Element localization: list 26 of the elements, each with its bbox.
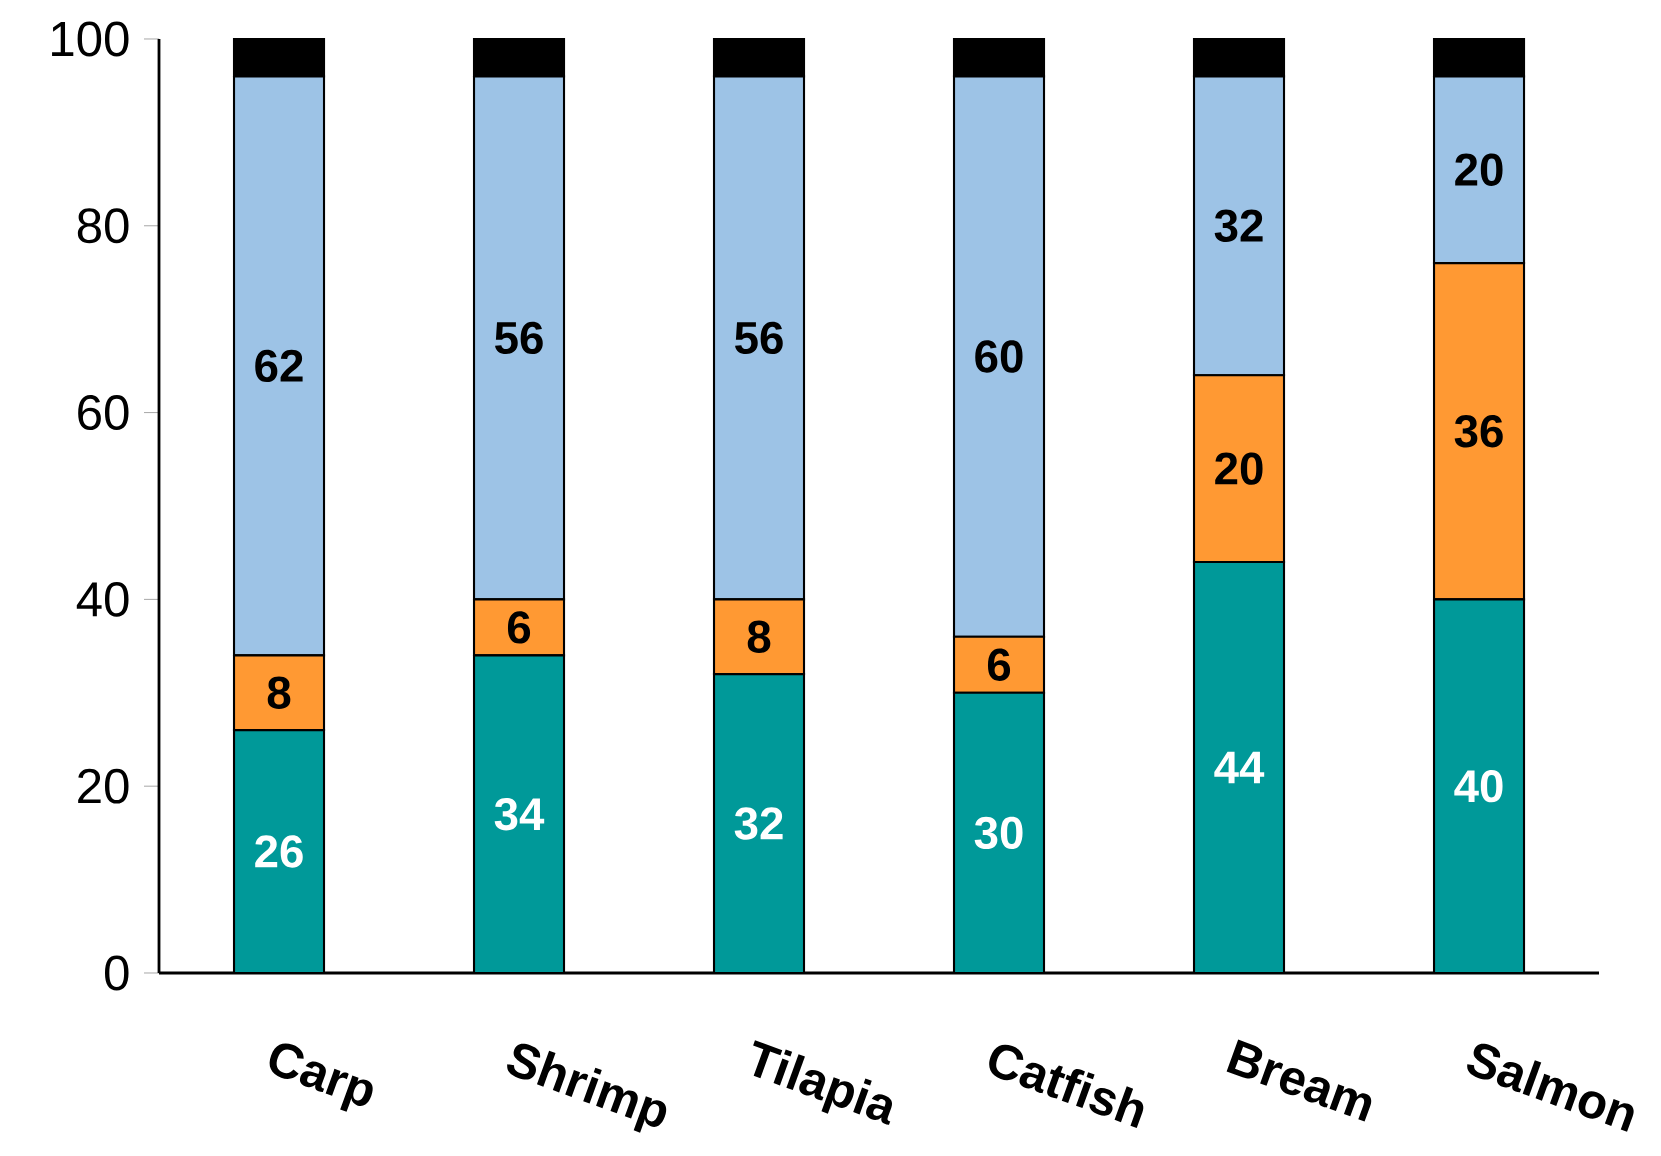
y-tick-label: 60 bbox=[78, 395, 129, 431]
data-label: 6 bbox=[987, 648, 1011, 681]
y-tick-label: 20 bbox=[78, 768, 129, 804]
data-label: 56 bbox=[735, 321, 783, 355]
data-label: 62 bbox=[255, 349, 303, 383]
y-tick-label: 80 bbox=[77, 208, 129, 244]
data-label: 20 bbox=[1215, 452, 1263, 485]
x-tick-label: Bream bbox=[1226, 1039, 1372, 1122]
y-tick-label: 100 bbox=[52, 21, 129, 57]
data-label: 40 bbox=[1454, 769, 1503, 803]
data-label: 44 bbox=[1214, 751, 1265, 784]
data-label: 60 bbox=[975, 340, 1023, 373]
data-label: 20 bbox=[1455, 153, 1503, 186]
x-tick-label: Carp bbox=[269, 1043, 373, 1112]
data-label: 26 bbox=[255, 835, 303, 868]
data-label: 8 bbox=[747, 620, 771, 653]
data-label: 30 bbox=[974, 816, 1023, 850]
data-label: 8 bbox=[267, 676, 291, 709]
data-label: 6 bbox=[507, 611, 531, 644]
y-tick-label: 0 bbox=[104, 955, 129, 991]
data-label: 34 bbox=[494, 797, 545, 831]
y-tick-label: 40 bbox=[76, 581, 129, 617]
data-label: 36 bbox=[1454, 415, 1503, 448]
data-label: 32 bbox=[1214, 209, 1263, 242]
data-label: 56 bbox=[495, 321, 543, 355]
data-label: 32 bbox=[734, 807, 783, 840]
